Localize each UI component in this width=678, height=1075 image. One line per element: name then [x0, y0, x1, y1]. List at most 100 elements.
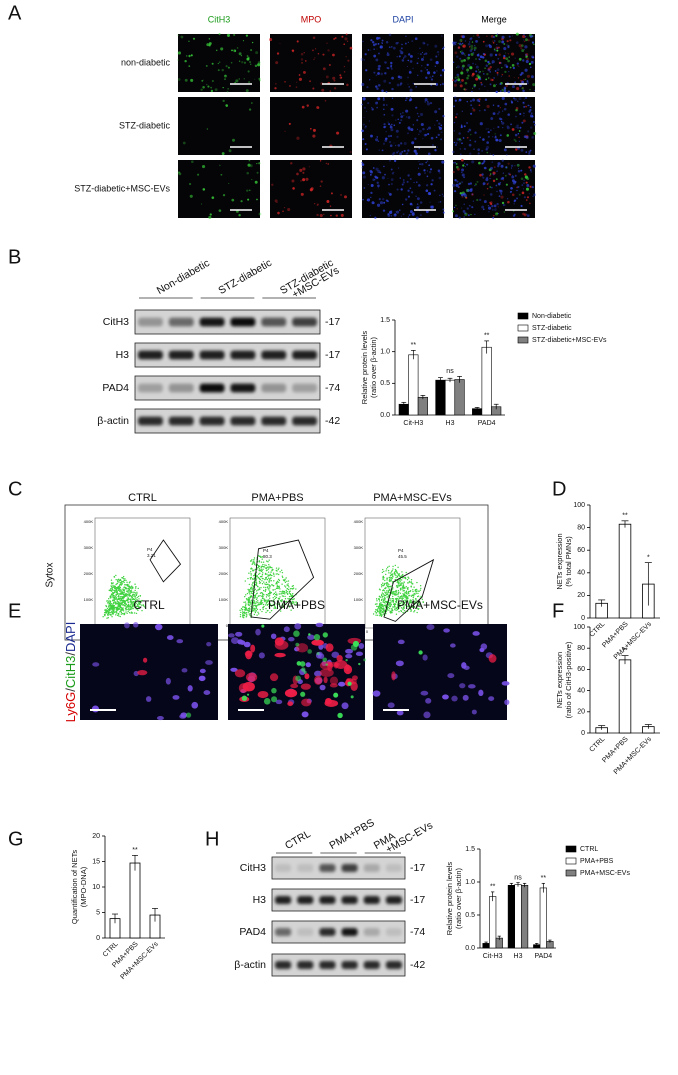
event: [407, 588, 409, 591]
fluorescence: [489, 153, 491, 155]
nucleus: [468, 684, 476, 689]
fluorescence: [522, 102, 525, 104]
event: [271, 583, 273, 586]
event: [131, 596, 133, 598]
event: [245, 603, 247, 605]
blot-strip: [134, 309, 321, 335]
fluorescence: [529, 35, 533, 38]
fluorescence: [202, 79, 204, 81]
fluorescence: [529, 66, 532, 69]
fluorescence: [503, 56, 506, 60]
fluorescence: [489, 177, 491, 180]
event: [127, 601, 129, 604]
fluorescence: [484, 85, 486, 88]
fluorescence: [514, 133, 518, 137]
fluorescence: [486, 104, 490, 108]
event: [413, 609, 416, 612]
fluorescence: [429, 205, 433, 209]
event: [244, 606, 247, 608]
micrograph-bg: [178, 160, 260, 218]
channel-label: MPO: [301, 14, 322, 24]
fluorescence: [490, 202, 493, 206]
event: [255, 601, 258, 603]
fluorescence: [188, 65, 191, 68]
fluorescence: [454, 143, 458, 147]
legend-label: Non-diabetic: [532, 313, 572, 320]
event: [390, 571, 393, 573]
event: [269, 603, 272, 605]
event: [295, 588, 297, 590]
event: [386, 583, 388, 586]
event: [399, 580, 402, 582]
fluorescence: [387, 214, 391, 217]
event: [123, 604, 126, 607]
fluorescence: [271, 183, 274, 186]
event: [388, 578, 391, 581]
event: [253, 560, 255, 562]
fluorescence: [452, 170, 455, 174]
event: [118, 604, 121, 606]
fluorescence: [242, 40, 244, 42]
fluorescence: [298, 77, 302, 81]
fluorescence: [413, 149, 417, 153]
fluorescence: [206, 128, 208, 130]
event: [385, 590, 388, 592]
event: [417, 592, 419, 595]
nucleus: [395, 660, 404, 667]
event: [259, 578, 262, 581]
event: [384, 594, 387, 597]
significance: **: [490, 884, 496, 891]
fluorescence: [407, 41, 410, 43]
y-axis-label: (ratio of CitH3-positive): [564, 641, 573, 718]
fluorescence: [472, 108, 476, 112]
event: [112, 597, 114, 599]
fluorescence: [393, 159, 397, 163]
event: [113, 601, 115, 604]
fluorescence: [226, 33, 231, 37]
event: [127, 587, 130, 590]
fluorescence: [211, 79, 214, 83]
fluorescence: [312, 128, 316, 132]
band: [168, 416, 194, 426]
ly6g: [323, 676, 328, 684]
fluorescence: [505, 57, 509, 61]
event: [262, 608, 264, 611]
fluorescence: [441, 35, 443, 37]
fluorescence: [370, 184, 374, 187]
event: [249, 609, 251, 611]
event: [113, 599, 115, 601]
fluorescence: [492, 136, 494, 138]
nucleus: [345, 653, 353, 659]
event: [376, 603, 378, 605]
fluorescence: [416, 206, 420, 209]
fluorescence: [492, 35, 495, 39]
fluorescence: [481, 162, 484, 165]
event: [137, 595, 140, 598]
fluorescence: [455, 204, 457, 207]
nucleus: [358, 642, 365, 649]
event: [261, 597, 264, 600]
event: [394, 607, 396, 609]
fluorescence: [459, 57, 462, 60]
event: [400, 583, 402, 585]
event: [407, 606, 410, 608]
fluorescence: [305, 60, 307, 62]
fluorescence: [222, 87, 224, 89]
fluorescence: [494, 212, 499, 216]
event: [382, 599, 385, 602]
y-tick-label: 100: [573, 624, 585, 631]
fluorescence: [461, 171, 463, 174]
event: [276, 594, 278, 596]
event: [392, 568, 394, 570]
fluorescence: [374, 179, 376, 181]
ly6g: [290, 683, 299, 689]
band: [275, 864, 292, 872]
fluorescence: [481, 205, 485, 209]
fluorescence: [528, 104, 531, 107]
event: [116, 614, 119, 617]
fluorescence: [327, 163, 330, 165]
event: [110, 596, 112, 598]
fluorescence: [461, 173, 465, 177]
fluorescence: [467, 74, 470, 77]
fluorescence: [381, 42, 383, 44]
